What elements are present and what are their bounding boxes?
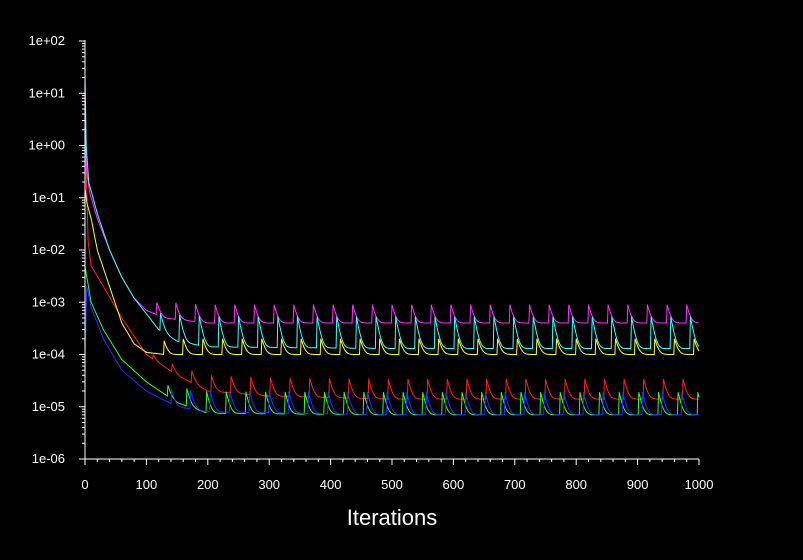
x-tick-label: 400 [320, 477, 342, 492]
series-line-2 [84, 120, 700, 324]
x-axis-title: Iterations [347, 505, 438, 530]
x-tick-label: 600 [443, 477, 465, 492]
series-line-4 [84, 188, 700, 355]
axes-layer: 1e-06 1e-05 1e-04 1e-03 1e-02 1e-01 1e+00 1e+01… [28, 33, 713, 492]
x-tick-label: 800 [565, 477, 587, 492]
series-line-1 [84, 120, 699, 400]
x-tick-label: 1000 [685, 477, 714, 492]
series-layer [84, 77, 700, 416]
x-tick-label: 300 [258, 477, 280, 492]
y-tick-label: 1e-06 [32, 451, 65, 466]
x-tick-label: 900 [627, 477, 649, 492]
x-tick-label: 0 [81, 477, 88, 492]
y-tick-label: 1e-01 [32, 190, 65, 205]
y-tick-label: 1e-03 [32, 294, 65, 309]
y-tick-label: 1e+00 [28, 138, 65, 153]
y-tick-label: 1e+01 [28, 85, 65, 100]
x-tick-label: 100 [136, 477, 158, 492]
y-tick-label: 1e-02 [32, 242, 65, 257]
series-line-3 [84, 77, 700, 349]
y-tick-label: 1e+02 [28, 33, 65, 48]
x-tick-label: 200 [197, 477, 219, 492]
y-tick-label: 1e-05 [32, 399, 65, 414]
series-line-6 [84, 286, 699, 416]
x-tick-label: 500 [381, 477, 403, 492]
x-tick-label: 700 [504, 477, 526, 492]
y-tick-label: 1e-04 [32, 347, 65, 362]
